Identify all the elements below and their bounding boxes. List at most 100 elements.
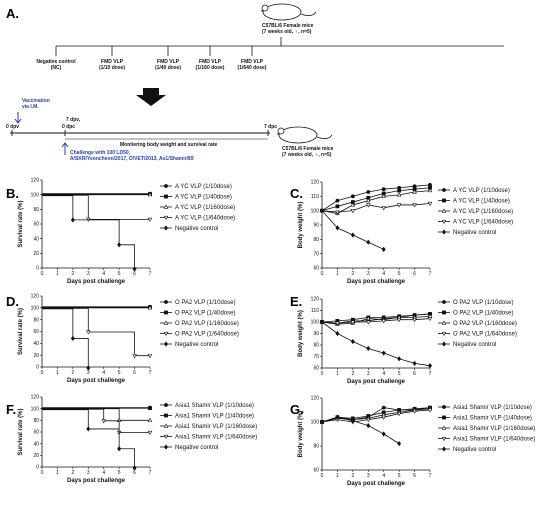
y-tick-label: 120	[311, 297, 320, 303]
x-tick-label: 4	[382, 473, 385, 479]
mouse-top-label-2: (7 weeks old, ♀, n=5)	[262, 29, 312, 35]
legend-label: A YC VLP (1/640dose)	[175, 216, 235, 222]
data-point	[335, 414, 340, 420]
y-tick-label: 20	[33, 353, 39, 359]
legend-label: A YC VLP (1/40dose)	[453, 199, 510, 205]
data-point	[396, 203, 402, 208]
legend-marker	[441, 331, 447, 337]
y-tick-label: 0	[36, 365, 39, 371]
mouse-bottom-label-2: (7 weeks old, ♀, n=5)	[282, 152, 332, 158]
data-point	[350, 418, 355, 424]
legend-marker	[164, 403, 168, 407]
legend-marker	[442, 446, 446, 452]
series-line	[321, 187, 431, 212]
x-tick-label: 4	[382, 371, 385, 377]
data-point	[366, 190, 371, 194]
legend-label: Negative control	[453, 342, 496, 348]
data-point	[350, 202, 356, 207]
series-line	[321, 203, 431, 213]
data-point	[147, 430, 153, 436]
y-tick-label: 100	[311, 320, 320, 326]
group-labels: Negative control(NC)FMD VLP(1/10 dose)FM…	[36, 59, 266, 71]
legend-marker	[164, 341, 168, 347]
series	[319, 316, 433, 326]
data-point	[427, 188, 433, 193]
y-tick-label: 60	[33, 329, 39, 335]
y-tick-label: 110	[311, 308, 319, 314]
y-tick-label: 110	[311, 194, 319, 200]
x-tick-label: 7	[429, 473, 432, 479]
x-tick-label: 6	[413, 371, 416, 377]
chart-panel: F. 0 20 40 60 80 100 120 0 1 2 3 4 5 6 7 Days post chall…	[6, 395, 257, 484]
series-line	[321, 315, 431, 325]
x-axis-title: Days post challenge	[67, 378, 126, 384]
legend-label: O PA2 VLP (1/40dose)	[175, 311, 235, 317]
group-label: Negative control	[36, 59, 76, 65]
legend-marker	[441, 425, 447, 430]
legend-label: Negative control	[453, 447, 496, 453]
chart-panel: B. 0 20 40 60 80 100 120 0 1 2 3 4 5 6 7 Days post chall…	[6, 178, 235, 285]
y-axis-title: Survival rate (%)	[18, 408, 24, 455]
data-point	[366, 239, 371, 245]
group-sublabel: (NC)	[51, 65, 62, 71]
data-point	[350, 338, 355, 345]
y-axis-title: Survival rate (%)	[18, 200, 24, 247]
series-line	[321, 318, 431, 324]
series-line	[42, 308, 89, 368]
legend-marker	[164, 444, 168, 450]
x-tick-label: 7	[149, 271, 152, 277]
y-axis-title: Survival rate (%)	[18, 308, 24, 355]
data-point	[396, 318, 402, 323]
y-tick-label: 100	[31, 192, 40, 198]
y-tick-label: 20	[33, 251, 39, 257]
x-axis-title: Days post challenge	[347, 379, 406, 385]
legend-marker	[164, 413, 168, 418]
x-tick-label: 0	[41, 370, 44, 376]
legend-label: Asia1 Shamir VLP (1/40dose)	[453, 416, 532, 422]
y-tick-label: 70	[313, 354, 319, 360]
data-point	[381, 206, 386, 211]
y-tick-label: 100	[311, 420, 320, 426]
y-tick-label: 60	[33, 222, 39, 228]
x-tick-label: 0	[41, 470, 44, 476]
data-point	[396, 412, 402, 417]
data-point	[381, 246, 386, 252]
y-tick-label: 80	[313, 343, 319, 349]
legend-label: O PA2 VLP (1/640dose)	[453, 332, 517, 338]
mouse-icon-top	[261, 3, 317, 21]
data-point	[366, 345, 371, 352]
x-tick-label: 4	[102, 271, 105, 277]
data-point	[147, 192, 153, 197]
series-line	[321, 416, 400, 444]
legend-marker	[163, 320, 169, 325]
data-point	[86, 330, 91, 335]
data-point	[147, 305, 153, 310]
panel-letter-a: A.	[6, 6, 19, 21]
data-point	[132, 266, 137, 272]
x-tick-label: 5	[118, 271, 121, 277]
series	[42, 305, 153, 310]
data-point	[70, 217, 75, 223]
data-point	[381, 415, 386, 420]
data-point	[148, 406, 152, 411]
data-point	[366, 203, 371, 208]
legend-marker	[163, 215, 169, 221]
x-tick-label: 7	[429, 371, 432, 377]
data-point	[320, 319, 324, 325]
chart-panel: D. 0 20 40 60 80 100 120 0 1 2 3 4 5 6 7 Days post chall…	[6, 294, 239, 384]
group-sublabel: (1/40 dose)	[155, 65, 181, 71]
data-point	[335, 321, 340, 326]
x-tick-label: 5	[398, 271, 401, 277]
data-point	[412, 203, 417, 208]
data-point	[412, 318, 417, 323]
series	[42, 192, 153, 197]
data-point	[101, 419, 106, 424]
x-tick-label: 2	[71, 370, 74, 376]
legend-marker	[442, 310, 446, 315]
panel-letter: F.	[6, 402, 16, 417]
series	[42, 408, 153, 422]
y-tick-label: 80	[313, 444, 319, 450]
x-tick-label: 5	[118, 470, 121, 476]
